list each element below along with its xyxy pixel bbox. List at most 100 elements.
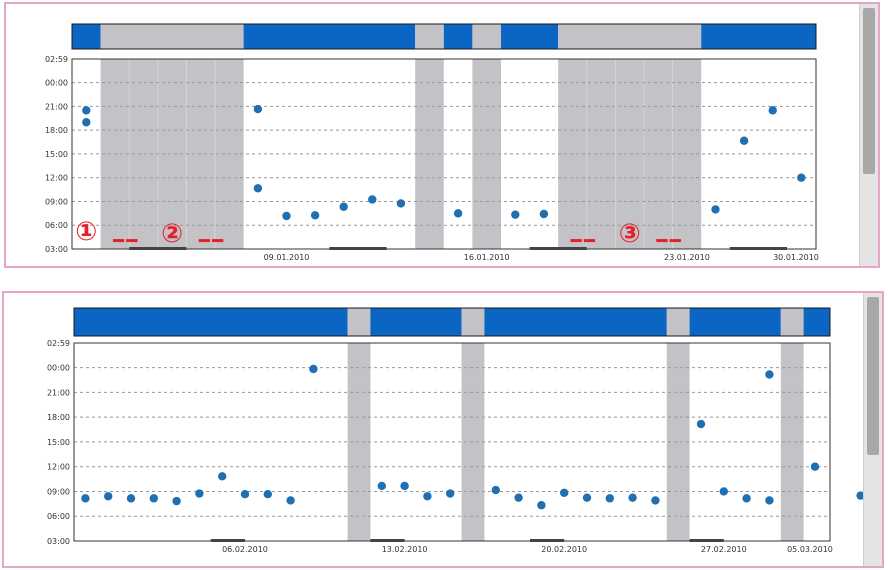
data-point — [491, 485, 500, 495]
data-point — [651, 496, 660, 505]
data-point — [560, 488, 569, 498]
data-point — [240, 490, 250, 499]
annotation-dash — [126, 239, 138, 243]
timeline-active-segment — [243, 24, 416, 49]
data-point — [768, 106, 777, 115]
data-point — [263, 490, 272, 499]
data-point — [739, 136, 749, 145]
x-tick-label: 06.02.2010 — [222, 545, 268, 554]
y-tick-label: 00:00 — [45, 79, 68, 88]
week-marker — [530, 539, 565, 542]
y-tick-label: 12:00 — [47, 463, 70, 472]
y-tick-label: 15:00 — [47, 438, 70, 447]
data-point — [253, 184, 263, 193]
timeline-off-segment — [558, 24, 702, 49]
data-point — [149, 494, 158, 503]
data-point — [309, 364, 318, 374]
timeline-active-segment — [803, 308, 830, 336]
data-point — [286, 496, 295, 505]
y-tick-label: 12:00 — [45, 174, 68, 183]
y-tick-label: 00:00 — [47, 364, 70, 373]
annotation-dash — [570, 239, 582, 243]
data-point — [810, 462, 820, 471]
week-marker — [370, 539, 405, 542]
data-point — [82, 106, 91, 115]
x-tick-label: 13.02.2010 — [382, 545, 428, 554]
y-tick-label: 06:00 — [47, 512, 70, 521]
vertical-scrollbar[interactable] — [859, 4, 878, 266]
off-period-band — [100, 59, 244, 249]
data-point — [856, 491, 865, 500]
timeline-off-segment — [415, 24, 444, 49]
timeline-active-segment — [72, 24, 101, 49]
data-point — [218, 472, 227, 481]
data-point — [253, 104, 263, 114]
y-tick-label: 02:59 — [45, 55, 68, 64]
y-tick-label: 02:59 — [47, 339, 70, 348]
data-point — [605, 494, 614, 503]
x-tick-label: 05.03.2010 — [787, 545, 833, 554]
annotation-dash — [112, 239, 125, 243]
week-marker — [129, 247, 187, 250]
data-point — [511, 210, 520, 219]
data-point — [514, 493, 523, 502]
x-tick-label: 09.01.2010 — [264, 253, 310, 262]
vertical-scrollbar[interactable] — [863, 293, 882, 566]
y-tick-label: 09:00 — [45, 197, 68, 206]
y-tick-label: 18:00 — [45, 126, 68, 135]
y-tick-label: 21:00 — [47, 388, 70, 397]
chart-panel-january: 03:00 06:00 09:00 12:00 15:00 18:00 21:00 00:00… — [4, 2, 880, 268]
timeline-frame — [71, 23, 817, 50]
timeline-active-segment — [689, 308, 781, 336]
annotation-dash — [656, 239, 668, 243]
annotation-label: ③ — [619, 219, 641, 249]
week-marker — [689, 539, 724, 542]
annotation-label: ① — [75, 217, 97, 247]
annotation-dash — [583, 239, 596, 243]
data-point — [400, 481, 409, 491]
data-point — [742, 494, 751, 503]
timeline-active-segment — [74, 308, 348, 336]
annotation-dash — [669, 239, 681, 243]
timeline-frame — [73, 307, 831, 337]
annotation-dash — [212, 239, 224, 243]
data-point — [539, 209, 549, 219]
week-marker — [529, 247, 587, 250]
data-point — [453, 209, 463, 218]
data-point — [377, 481, 386, 491]
data-point — [765, 496, 774, 505]
y-tick-label: 03:00 — [47, 537, 70, 546]
y-tick-label: 06:00 — [45, 221, 68, 230]
data-point — [104, 492, 113, 501]
data-point — [172, 496, 181, 506]
data-point — [339, 202, 348, 211]
scrollbar-thumb[interactable] — [867, 297, 879, 455]
week-marker — [329, 247, 387, 250]
data-point — [195, 489, 204, 498]
data-point — [396, 199, 406, 208]
timeline-off-segment — [100, 24, 244, 49]
timeline-off-segment — [461, 308, 485, 336]
x-tick-label: 30.01.2010 — [773, 253, 819, 262]
timeline-active-segment — [370, 308, 462, 336]
data-point — [696, 419, 706, 429]
scrollbar-thumb[interactable] — [863, 8, 875, 174]
data-point — [797, 173, 806, 182]
week-marker — [210, 539, 245, 542]
data-point — [711, 205, 720, 214]
plot-frame — [73, 342, 831, 542]
scatter-chart-january: 03:00 06:00 09:00 12:00 15:00 18:00 21:00 00:00… — [45, 23, 819, 262]
data-point — [423, 492, 432, 501]
x-tick-label: 20.02.2010 — [541, 545, 587, 554]
off-period-band — [780, 343, 804, 541]
x-tick-label: 16.01.2010 — [464, 253, 510, 262]
timeline-off-segment — [780, 308, 804, 336]
off-period-band — [666, 343, 690, 541]
timeline-active-segment — [443, 24, 473, 49]
y-tick-label: 03:00 — [45, 245, 68, 254]
data-point — [126, 494, 136, 503]
week-marker — [729, 247, 787, 250]
y-tick-label: 18:00 — [47, 413, 70, 422]
data-point — [446, 489, 455, 498]
y-tick-label: 15:00 — [45, 150, 68, 159]
